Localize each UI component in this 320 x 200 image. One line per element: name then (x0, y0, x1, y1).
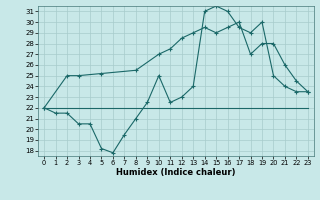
X-axis label: Humidex (Indice chaleur): Humidex (Indice chaleur) (116, 168, 236, 177)
